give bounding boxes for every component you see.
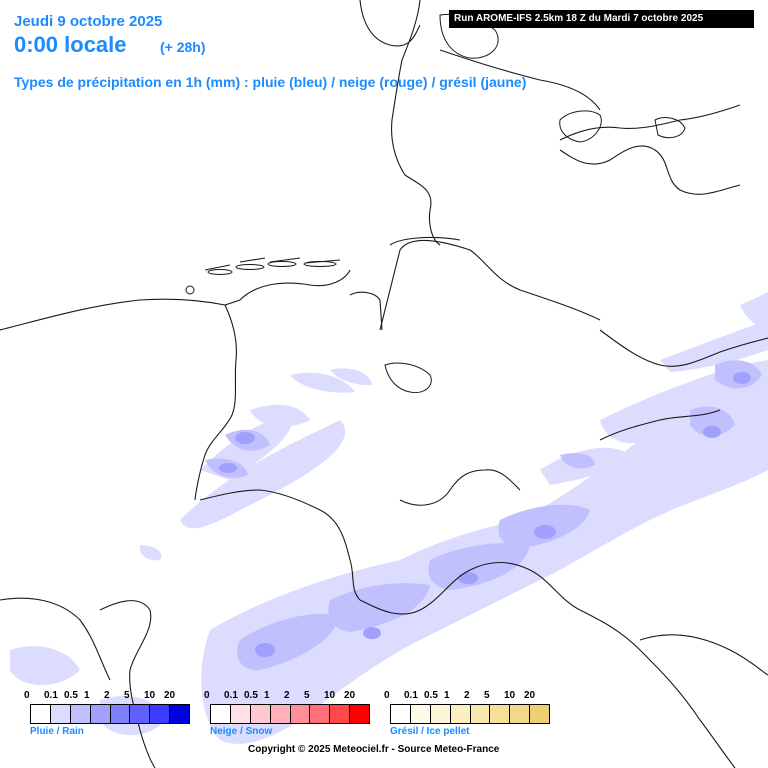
legend-tick: 0.5 xyxy=(64,690,78,701)
legend-rain-label: Pluie / Rain xyxy=(30,726,84,737)
legend-tick: 1 xyxy=(264,690,270,701)
legend-swatch xyxy=(130,705,151,723)
legend-ice-label: Grésil / Ice pellet xyxy=(390,726,470,737)
legend-swatch xyxy=(510,705,531,723)
legend-tick: 2 xyxy=(284,690,290,701)
legend-swatch xyxy=(150,705,171,723)
legend-tick: 0.1 xyxy=(44,690,58,701)
legend-tick: 20 xyxy=(524,690,536,701)
legend-tick: 2 xyxy=(464,690,470,701)
legend-ice: 0 0.1 0.5 1 2 5 10 20 Grésil / Ice pelle… xyxy=(384,690,550,737)
legend-tick: 1 xyxy=(444,690,450,701)
legend-swatch xyxy=(250,705,271,723)
legend-swatch xyxy=(31,705,51,723)
legend-tick: 2 xyxy=(104,690,110,701)
legend-tick: 10 xyxy=(144,690,156,701)
legend-swatch xyxy=(211,705,231,723)
forecast-date: Jeudi 9 octobre 2025 xyxy=(14,13,163,30)
legend-tick: 20 xyxy=(344,690,356,701)
legend-swatch xyxy=(90,705,111,723)
legend-snow: 0 0.1 0.5 1 2 5 10 20 Neige / Snow xyxy=(204,690,370,737)
legend-swatch xyxy=(330,705,351,723)
legend-tick: 20 xyxy=(164,690,176,701)
legend-tick: 0 xyxy=(24,690,30,701)
legend-swatch xyxy=(70,705,91,723)
legend-tick: 10 xyxy=(324,690,336,701)
legend-snow-ticks: 0 0.1 0.5 1 2 5 10 20 xyxy=(204,690,370,702)
legend-tick: 0 xyxy=(204,690,210,701)
legend-snow-label: Neige / Snow xyxy=(210,726,273,737)
islands xyxy=(185,13,686,394)
legend-tick: 5 xyxy=(304,690,310,701)
legend-swatch xyxy=(230,705,251,723)
legend-rain: 0 0.1 0.5 1 2 5 10 20 Pluie / Rain xyxy=(24,690,190,737)
legend-ice-ticks: 0 0.1 0.5 1 2 5 10 20 xyxy=(384,690,550,702)
legend-tick: 0.1 xyxy=(224,690,238,701)
legend-swatch xyxy=(410,705,431,723)
legend-swatch xyxy=(430,705,451,723)
legend-tick: 5 xyxy=(124,690,130,701)
forecast-time: 0:00 locale xyxy=(14,32,127,57)
legend-rain-ticks: 0 0.1 0.5 1 2 5 10 20 xyxy=(24,690,190,702)
legend-swatch xyxy=(350,705,369,723)
precipitation-types-title: Types de précipitation en 1h (mm) : plui… xyxy=(14,74,527,90)
legend-tick: 0.5 xyxy=(244,690,258,701)
legend-tick: 5 xyxy=(484,690,490,701)
legend-swatch xyxy=(530,705,549,723)
legend-tick: 10 xyxy=(504,690,516,701)
legend-swatch xyxy=(470,705,491,723)
legend-tick: 0.1 xyxy=(404,690,418,701)
legend-snow-bar xyxy=(210,704,370,724)
legend-swatch xyxy=(450,705,471,723)
forecast-lead: (+ 28h) xyxy=(160,39,206,55)
legend-swatch xyxy=(391,705,411,723)
run-info-badge: Run AROME-IFS 2.5km 18 Z du Mardi 7 octo… xyxy=(449,10,754,28)
legend-rain-bar xyxy=(30,704,190,724)
legend-ice-bar xyxy=(390,704,550,724)
legend-tick: 0.5 xyxy=(424,690,438,701)
legend-swatch xyxy=(270,705,291,723)
legend-swatch xyxy=(50,705,71,723)
legend-swatch xyxy=(310,705,331,723)
copyright-text: Copyright © 2025 Meteociel.fr - Source M… xyxy=(248,744,500,755)
rain-heavier-layer xyxy=(219,372,751,657)
legend-tick: 1 xyxy=(84,690,90,701)
legend-swatch xyxy=(110,705,131,723)
legend-swatch xyxy=(290,705,311,723)
legend-tick: 0 xyxy=(384,690,390,701)
legend-swatch xyxy=(170,705,189,723)
legend-swatch xyxy=(490,705,511,723)
